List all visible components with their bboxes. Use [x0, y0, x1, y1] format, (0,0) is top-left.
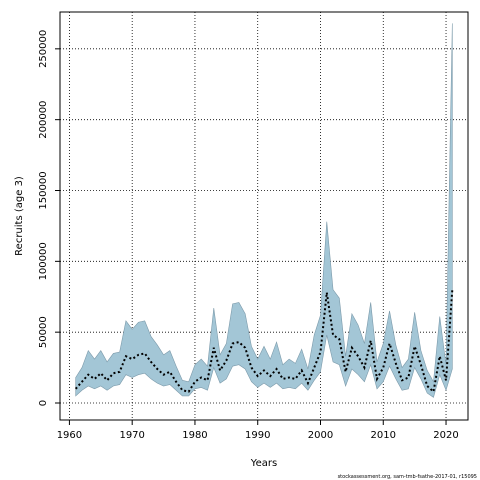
y-tick-label: 50000: [38, 316, 49, 348]
x-tick-label: 2010: [371, 430, 396, 441]
x-axis-ticks: 1960 1970 1980 1990 2000 2010 2020: [57, 420, 459, 441]
x-tick-label: 1970: [119, 430, 144, 441]
estimate-line: [74, 289, 454, 394]
confidence-band: [75, 23, 453, 398]
source-credit: stockassessment.org, sam-tmb-fsathe-2017…: [338, 474, 477, 480]
y-tick-label: 250000: [38, 30, 49, 68]
x-tick-label: 1990: [245, 430, 270, 441]
plot-frame: [59, 11, 469, 421]
estimate-line-layer: [74, 289, 454, 394]
x-tick-label: 1980: [182, 430, 207, 441]
y-tick-label: 150000: [38, 171, 49, 209]
y-tick-label: 200000: [38, 101, 49, 139]
y-axis-title: Recruits (age 3): [14, 176, 25, 256]
x-axis-title: Years: [250, 458, 277, 469]
y-tick-label: 0: [38, 400, 49, 406]
x-tick-label: 1960: [57, 430, 82, 441]
x-tick-label: 2000: [308, 430, 333, 441]
x-tick-label: 2020: [433, 430, 458, 441]
confidence-band-layer: [75, 23, 453, 398]
y-tick-label: 100000: [38, 242, 49, 280]
y-axis-ticks: 0 50000 100000 150000 200000 250000: [38, 30, 60, 406]
